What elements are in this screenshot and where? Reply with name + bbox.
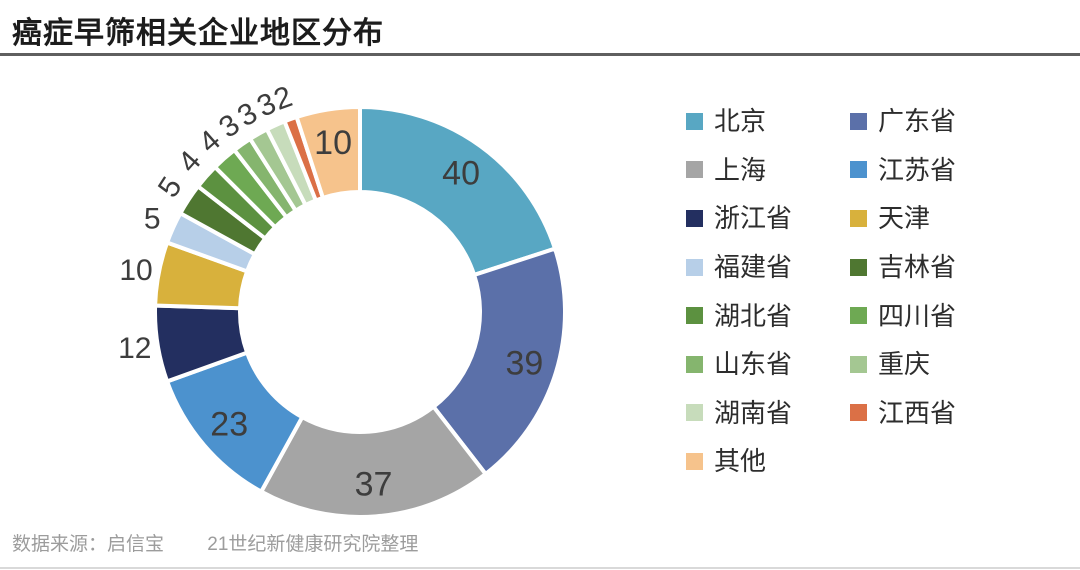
legend-swatch-icon — [686, 404, 703, 422]
slice-value-label: 10 — [119, 254, 152, 287]
slice-value-label: 4 — [172, 145, 208, 179]
legend-swatch-icon — [850, 355, 867, 373]
bottom-divider — [0, 567, 1080, 569]
legend-swatch-icon — [850, 209, 867, 227]
legend-swatch-icon — [850, 258, 867, 276]
chart-header: 癌症早筛相关企业地区分布 — [0, 0, 1080, 56]
legend-item: 广东省 — [850, 108, 956, 134]
legend-item: 天津 — [850, 205, 956, 231]
legend-label: 浙江省 — [714, 203, 793, 234]
slice-value-label: 12 — [118, 332, 151, 365]
chart-footer: 数据来源：启信宝 21世纪新健康研究院整理 — [12, 529, 418, 556]
legend-label: 天津 — [878, 203, 931, 234]
legend-label: 山东省 — [714, 349, 793, 380]
legend-label: 湖北省 — [714, 300, 793, 331]
legend-label: 湖南省 — [714, 397, 793, 428]
slice-value-label: 23 — [210, 406, 248, 444]
legend-swatch-icon — [850, 161, 867, 179]
legend-item: 重庆 — [850, 351, 956, 377]
slice-value-label: 10 — [314, 124, 352, 162]
legend-item: 浙江省 — [686, 205, 850, 231]
slice-value-label: 37 — [355, 465, 393, 503]
legend-label: 福建省 — [714, 252, 793, 283]
legend-swatch-icon — [686, 209, 703, 227]
legend-item: 福建省 — [686, 254, 850, 280]
pie-slice — [358, 104, 558, 278]
legend-label: 其他 — [714, 446, 767, 477]
legend-label: 吉林省 — [878, 252, 957, 283]
slice-value-label: 40 — [442, 155, 480, 193]
legend-swatch-icon — [686, 161, 703, 179]
data-credit-text: 21世纪新健康研究院整理 — [207, 534, 419, 555]
legend-item: 湖北省 — [686, 303, 850, 329]
legend-swatch-icon — [850, 307, 867, 325]
legend-swatch-icon — [686, 355, 703, 373]
legend-item: 吉林省 — [850, 254, 956, 280]
legend-item: 湖南省 — [686, 400, 850, 426]
legend-label: 广东省 — [878, 106, 957, 137]
chart-legend: 北京 广东省上海 江苏省浙江省 天津福建省 吉林省湖北省 四川省山东省 重庆湖南省 江西省其他 — [686, 97, 956, 486]
legend-swatch-icon — [686, 307, 703, 325]
legend-swatch-icon — [686, 258, 703, 276]
pie-slice — [294, 104, 362, 201]
legend-label: 北京 — [714, 106, 767, 137]
legend-item: 江苏省 — [850, 157, 956, 183]
chart-title: 癌症早筛相关企业地区分布 — [12, 17, 384, 50]
legend-item: 上海 — [686, 157, 850, 183]
legend-item: 北京 — [686, 108, 850, 134]
legend-label: 四川省 — [878, 300, 957, 331]
pie-slice — [430, 246, 567, 477]
legend-label: 江苏省 — [878, 154, 957, 185]
slice-value-label: 5 — [144, 203, 161, 236]
legend-item: 江西省 — [850, 400, 956, 426]
slice-value-label: 39 — [505, 345, 543, 383]
legend-label: 上海 — [714, 154, 767, 185]
legend-swatch-icon — [686, 112, 703, 130]
legend-item: 四川省 — [850, 303, 956, 329]
legend-label: 江西省 — [878, 397, 957, 428]
legend-swatch-icon — [850, 112, 867, 130]
legend-label: 重庆 — [878, 349, 931, 380]
slice-value-label: 5 — [152, 171, 189, 203]
legend-swatch-icon — [686, 452, 703, 470]
legend-item: 山东省 — [686, 351, 850, 377]
legend-swatch-icon — [850, 404, 867, 422]
legend-item: 其他 — [686, 448, 850, 474]
data-source-text: 数据来源：启信宝 — [12, 534, 165, 555]
